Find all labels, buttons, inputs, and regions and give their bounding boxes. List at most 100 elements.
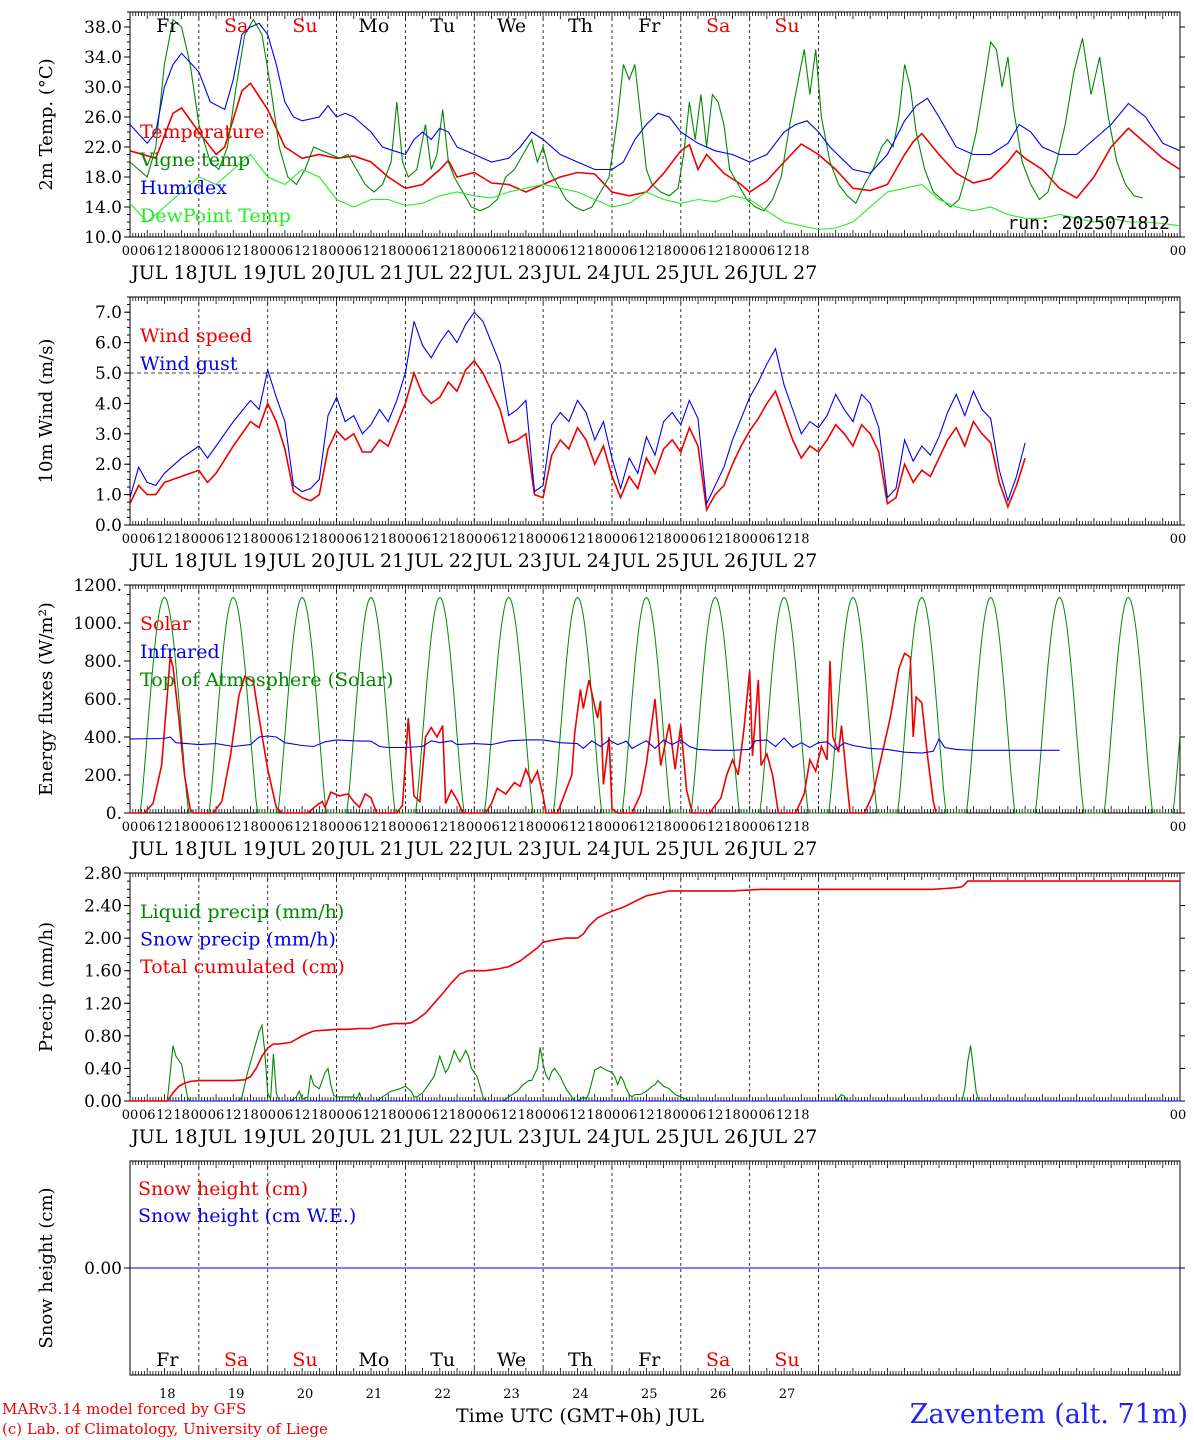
station-name: Zaventem (alt. 71m) bbox=[909, 1399, 1188, 1430]
legend-entry: Temperature bbox=[140, 121, 264, 143]
hour-tick-label: 06 bbox=[552, 1108, 569, 1123]
hour-tick-label: 12 bbox=[294, 1108, 311, 1123]
hour-tick-label: 18 bbox=[586, 1108, 603, 1123]
hour-tick-label: 18 bbox=[173, 820, 190, 835]
hour-tick-label: 18 bbox=[173, 244, 190, 259]
hour-tick-label: 12 bbox=[638, 820, 655, 835]
hour-tick-label: 12 bbox=[294, 532, 311, 547]
hour-tick-label: 00 bbox=[741, 532, 758, 547]
hour-tick-label: 12 bbox=[432, 820, 449, 835]
y-tick-label: 600. bbox=[84, 690, 122, 710]
date-label: JUL 20 bbox=[267, 262, 335, 284]
date-label: JUL 19 bbox=[198, 1126, 266, 1148]
hour-tick-label: 12 bbox=[776, 244, 793, 259]
date-label: JUL 24 bbox=[542, 262, 610, 284]
weekday-label: Sa bbox=[224, 1349, 248, 1371]
series-line-red bbox=[130, 880, 1180, 1102]
hour-tick-label: 12 bbox=[569, 1108, 586, 1123]
weekday-label: Sa bbox=[706, 15, 730, 37]
date-label: JUL 20 bbox=[267, 550, 335, 572]
hour-tick-label: 06 bbox=[621, 532, 638, 547]
hour-tick-label: 12 bbox=[638, 532, 655, 547]
date-label: JUL 24 bbox=[542, 550, 610, 572]
hour-tick-label: 06 bbox=[759, 1108, 776, 1123]
hour-tick-label: 18 bbox=[173, 532, 190, 547]
hour-tick-label: 06 bbox=[690, 244, 707, 259]
hour-tick-label: 00 bbox=[604, 244, 621, 259]
date-label: JUL 18 bbox=[129, 1126, 197, 1148]
hour-tick-label: 06 bbox=[139, 532, 156, 547]
hour-tick-label: 18 bbox=[173, 1108, 190, 1123]
y-tick-label: 1.20 bbox=[84, 994, 122, 1014]
model-credit: MARv3.14 model forced by GFS bbox=[2, 1400, 247, 1418]
hour-tick-label: 00 bbox=[741, 820, 758, 835]
hour-tick-label: 06 bbox=[414, 1108, 431, 1123]
hour-tick-label: 12 bbox=[707, 532, 724, 547]
hour-tick-label: 00 bbox=[122, 244, 139, 259]
hour-tick-label: 12 bbox=[500, 820, 517, 835]
hour-tick-label: 06 bbox=[277, 244, 294, 259]
hour-tick-label: 12 bbox=[569, 244, 586, 259]
run-annotation: run: 2025071812 bbox=[1007, 213, 1170, 234]
hour-tick-label: 18 bbox=[380, 1108, 397, 1123]
hour-tick-label: 00 bbox=[535, 532, 552, 547]
y-tick-label: 2.0 bbox=[95, 455, 122, 475]
hour-tick-label: 06 bbox=[414, 244, 431, 259]
day-number-label: 25 bbox=[641, 1387, 658, 1402]
hour-tick-label: 18 bbox=[380, 244, 397, 259]
hour-tick-label: 06 bbox=[690, 820, 707, 835]
legend-entry: Humidex bbox=[140, 177, 227, 199]
hour-tick-label: 00 bbox=[122, 820, 139, 835]
hour-tick-label: 12 bbox=[363, 532, 380, 547]
hour-tick-label: 18 bbox=[724, 1108, 741, 1123]
hour-tick-label: 00 bbox=[259, 1108, 276, 1123]
y-tick-label: 400. bbox=[84, 728, 122, 748]
hour-tick-label: 12 bbox=[432, 1108, 449, 1123]
hour-tick-label: 06 bbox=[139, 820, 156, 835]
hour-tick-label: 00 bbox=[604, 820, 621, 835]
y-tick-label: 22.0 bbox=[84, 138, 122, 158]
hour-tick-label: 18 bbox=[793, 1108, 810, 1123]
date-label: JUL 23 bbox=[473, 1126, 541, 1148]
day-number-label: 18 bbox=[159, 1387, 176, 1402]
y-tick-label: 0.00 bbox=[84, 1092, 122, 1112]
hour-tick-label: 06 bbox=[414, 820, 431, 835]
panel-4: 0.00 0.40 0.80 1.20 1.60 2.00 2.40 2.80 Precip (… bbox=[36, 864, 1186, 1148]
hour-tick-label: 18 bbox=[793, 820, 810, 835]
hour-tick-label: 06 bbox=[552, 532, 569, 547]
weekday-label: Su bbox=[774, 1349, 799, 1371]
hour-tick-label: 12 bbox=[776, 1108, 793, 1123]
day-number-label: 19 bbox=[228, 1387, 245, 1402]
weekday-label: Sa bbox=[706, 1349, 730, 1371]
y-tick-label: 5.0 bbox=[95, 364, 122, 384]
weekday-label: Sa bbox=[224, 15, 248, 37]
hour-tick-label: 06 bbox=[759, 244, 776, 259]
date-label: JUL 21 bbox=[336, 1126, 404, 1148]
date-label: JUL 23 bbox=[473, 550, 541, 572]
hour-tick-label: 12 bbox=[707, 820, 724, 835]
hour-tick-label: 06 bbox=[345, 820, 362, 835]
y-tick-label: 0.00 bbox=[84, 1259, 122, 1279]
y-tick-label: 0.0 bbox=[95, 516, 122, 536]
date-label: JUL 26 bbox=[680, 262, 748, 284]
hour-tick-label: 00 bbox=[673, 1108, 690, 1123]
hour-tick-label: 18 bbox=[380, 532, 397, 547]
y-tick-label: 34.0 bbox=[84, 48, 122, 68]
hour-tick-label: 18 bbox=[655, 1108, 672, 1123]
date-label: JUL 27 bbox=[749, 838, 817, 860]
hour-tick-label: 00 bbox=[259, 244, 276, 259]
hour-tick-label: 00 bbox=[741, 1108, 758, 1123]
hour-tick-label: 06 bbox=[345, 244, 362, 259]
hour-tick-label: 00 bbox=[328, 1108, 345, 1123]
series-line-blue bbox=[129, 735, 1060, 754]
hour-tick-label: 06 bbox=[552, 820, 569, 835]
weekday-label: Fr bbox=[156, 1349, 179, 1371]
legend-entry: Liquid precip (mm/h) bbox=[140, 901, 344, 923]
hour-tick-label: 00 bbox=[466, 244, 483, 259]
date-label: JUL 25 bbox=[611, 838, 679, 860]
series-line-lightgreen bbox=[129, 153, 1181, 231]
hour-tick-label: 12 bbox=[363, 820, 380, 835]
weekday-label: Th bbox=[568, 15, 593, 37]
y-tick-label: 0.80 bbox=[84, 1027, 122, 1047]
hour-tick-label: 18 bbox=[311, 1108, 328, 1123]
